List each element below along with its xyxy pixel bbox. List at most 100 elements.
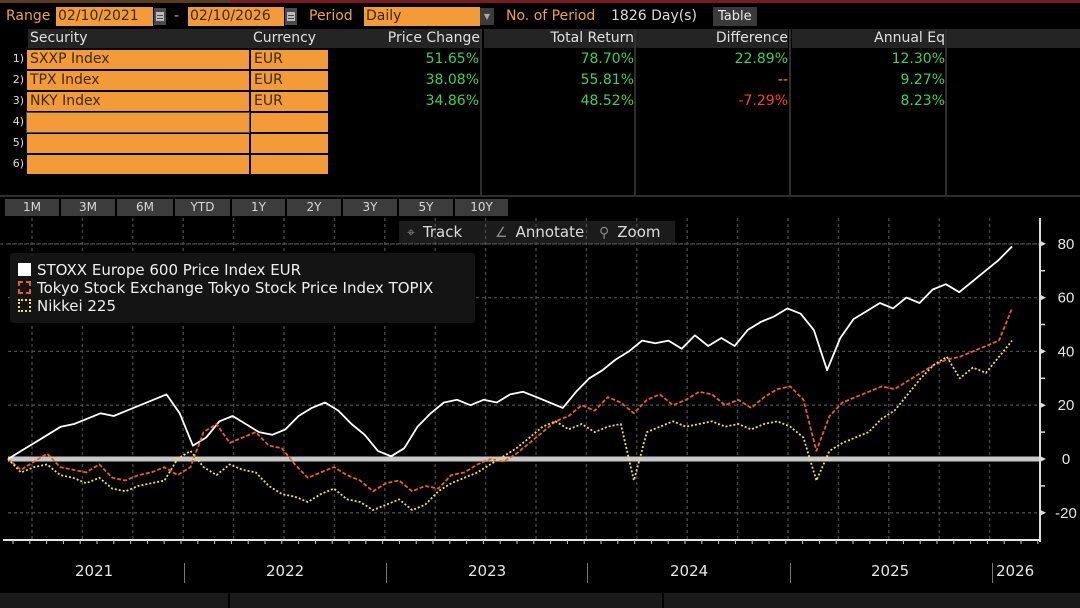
x-tick-label: 2026: [996, 562, 1035, 580]
column-divider: [789, 29, 791, 196]
status-divider: [662, 593, 664, 608]
chart-toolbar: ⌖ Track ∠ Annotate ⚲ Zoom: [399, 221, 675, 244]
currency-input[interactable]: [251, 155, 328, 174]
end-date-input[interactable]: 02/10/2026: [188, 7, 284, 26]
legend-label: Nikkei 225: [37, 297, 117, 315]
year-separator: [386, 563, 387, 583]
legend-item-topix[interactable]: Tokyo Stock Exchange Tokyo Stock Price I…: [18, 279, 433, 297]
range-tab-6m[interactable]: 6M: [117, 199, 173, 216]
header-currency[interactable]: Currency: [251, 29, 330, 48]
y-tick-label: 80: [1058, 236, 1075, 253]
row-number: 1): [12, 52, 24, 65]
range-toolbar: Range 02/10/2021 - 02/10/2026 Period Dai…: [0, 6, 1080, 28]
series-line-1: [7, 308, 1013, 493]
calendar-icon[interactable]: [285, 8, 297, 25]
y-tick-label: 0: [1062, 451, 1070, 468]
range-tab-5y[interactable]: 5Y: [399, 199, 453, 216]
x-tick-label: 2024: [670, 562, 709, 580]
y-tick-label: 60: [1058, 290, 1075, 307]
legend-item-stoxx[interactable]: STOXX Europe 600 Price Index EUR: [18, 261, 301, 279]
y-tick-label: -20: [1055, 505, 1077, 522]
date-range-dash: -: [174, 8, 180, 24]
magnifier-icon: ⚲: [599, 225, 610, 241]
row-number: 5): [12, 136, 24, 149]
price-change-value: 51.65%: [425, 51, 479, 67]
window-top-bar: [0, 0, 1080, 4]
tool-label: Zoom: [617, 223, 661, 241]
header-price-change[interactable]: Price Change: [330, 29, 480, 48]
crosshair-icon: ⌖: [407, 225, 415, 241]
currency-input[interactable]: EUR: [251, 50, 328, 69]
y-tick-marker: [1040, 509, 1046, 516]
annual-eq-value: 8.23%: [900, 93, 945, 109]
column-divider: [634, 29, 636, 196]
pencil-icon: ∠: [495, 225, 508, 241]
security-input[interactable]: TPX Index: [27, 71, 249, 90]
range-tab-1y[interactable]: 1Y: [232, 199, 285, 216]
header-annual-eq[interactable]: Annual Eq: [792, 29, 945, 48]
currency-input[interactable]: EUR: [251, 71, 328, 90]
header-total-return[interactable]: Total Return: [484, 29, 634, 48]
period-select[interactable]: Daily: [364, 7, 480, 26]
difference-value: --: [777, 72, 788, 88]
security-input[interactable]: NKY Index: [27, 92, 249, 111]
year-separator: [184, 563, 185, 583]
annotate-button[interactable]: ∠ Annotate: [491, 221, 584, 244]
currency-input[interactable]: [251, 134, 328, 153]
start-date-input[interactable]: 02/10/2021: [56, 7, 153, 26]
tool-label: Track: [422, 223, 463, 241]
chart-legend: STOXX Europe 600 Price Index EUR Tokyo S…: [10, 253, 475, 323]
y-tick-label: 40: [1058, 343, 1075, 360]
tool-label: Annotate: [515, 223, 585, 241]
zoom-button[interactable]: ⚲ Zoom: [595, 221, 661, 244]
y-tick-marker: [1040, 456, 1046, 462]
header-security[interactable]: Security: [28, 29, 252, 48]
table-bottom-divider: [0, 195, 1080, 197]
row-number: 6): [12, 157, 24, 170]
range-tab-3y[interactable]: 3Y: [343, 199, 397, 216]
legend-item-nikkei[interactable]: Nikkei 225: [18, 297, 116, 315]
range-tab-3m[interactable]: 3M: [61, 199, 115, 216]
header-difference[interactable]: Difference: [636, 29, 788, 48]
chevron-down-icon[interactable]: ▼: [480, 8, 494, 25]
security-input[interactable]: [27, 155, 249, 174]
range-tab-10y[interactable]: 10Y: [455, 199, 508, 216]
row-number: 4): [12, 115, 24, 128]
table-button[interactable]: Table: [713, 7, 757, 26]
performance-chart: -20 0 20 40 60 80: [0, 218, 1077, 544]
legend-label: Tokyo Stock Exchange Tokyo Stock Price I…: [37, 279, 434, 297]
security-input[interactable]: SXXP Index: [27, 50, 249, 69]
legend-label: STOXX Europe 600 Price Index EUR: [37, 261, 302, 279]
range-tab-2y[interactable]: 2Y: [287, 199, 341, 216]
x-tick-label: 2021: [75, 562, 114, 580]
security-input[interactable]: [27, 134, 249, 153]
series-line-0: [7, 245, 1013, 460]
x-tick-label: 2025: [871, 562, 910, 580]
security-input[interactable]: [26, 112, 250, 133]
num-period-value: 1826 Day(s): [611, 8, 697, 24]
price-change-value: 34.86%: [425, 93, 479, 109]
currency-input[interactable]: EUR: [251, 92, 328, 111]
calendar-icon[interactable]: [154, 8, 166, 25]
legend-swatch-yellow: [18, 299, 31, 312]
total-return-value: 55.81%: [580, 72, 634, 88]
legend-swatch-white: [18, 263, 31, 276]
x-tick-label: 2022: [266, 562, 305, 580]
track-button[interactable]: ⌖ Track: [403, 221, 462, 244]
currency-input[interactable]: [251, 113, 328, 132]
legend-swatch-orange: [18, 281, 31, 294]
annual-eq-value: 12.30%: [891, 51, 945, 67]
range-tab-1m[interactable]: 1M: [5, 199, 59, 216]
column-divider: [480, 29, 482, 196]
securities-table: Security Currency Price Change Total Ret…: [0, 29, 1080, 197]
column-divider: [945, 29, 947, 196]
year-separator: [587, 563, 588, 583]
row-number: 2): [12, 73, 24, 86]
y-tick-marker: [1040, 402, 1046, 409]
range-label: Range: [6, 8, 51, 24]
range-tab-ytd[interactable]: YTD: [175, 199, 230, 216]
price-change-value: 38.08%: [425, 72, 479, 88]
total-return-value: 78.70%: [580, 51, 634, 67]
difference-value: -7.29%: [738, 93, 788, 109]
y-tick-marker: [1040, 348, 1046, 355]
